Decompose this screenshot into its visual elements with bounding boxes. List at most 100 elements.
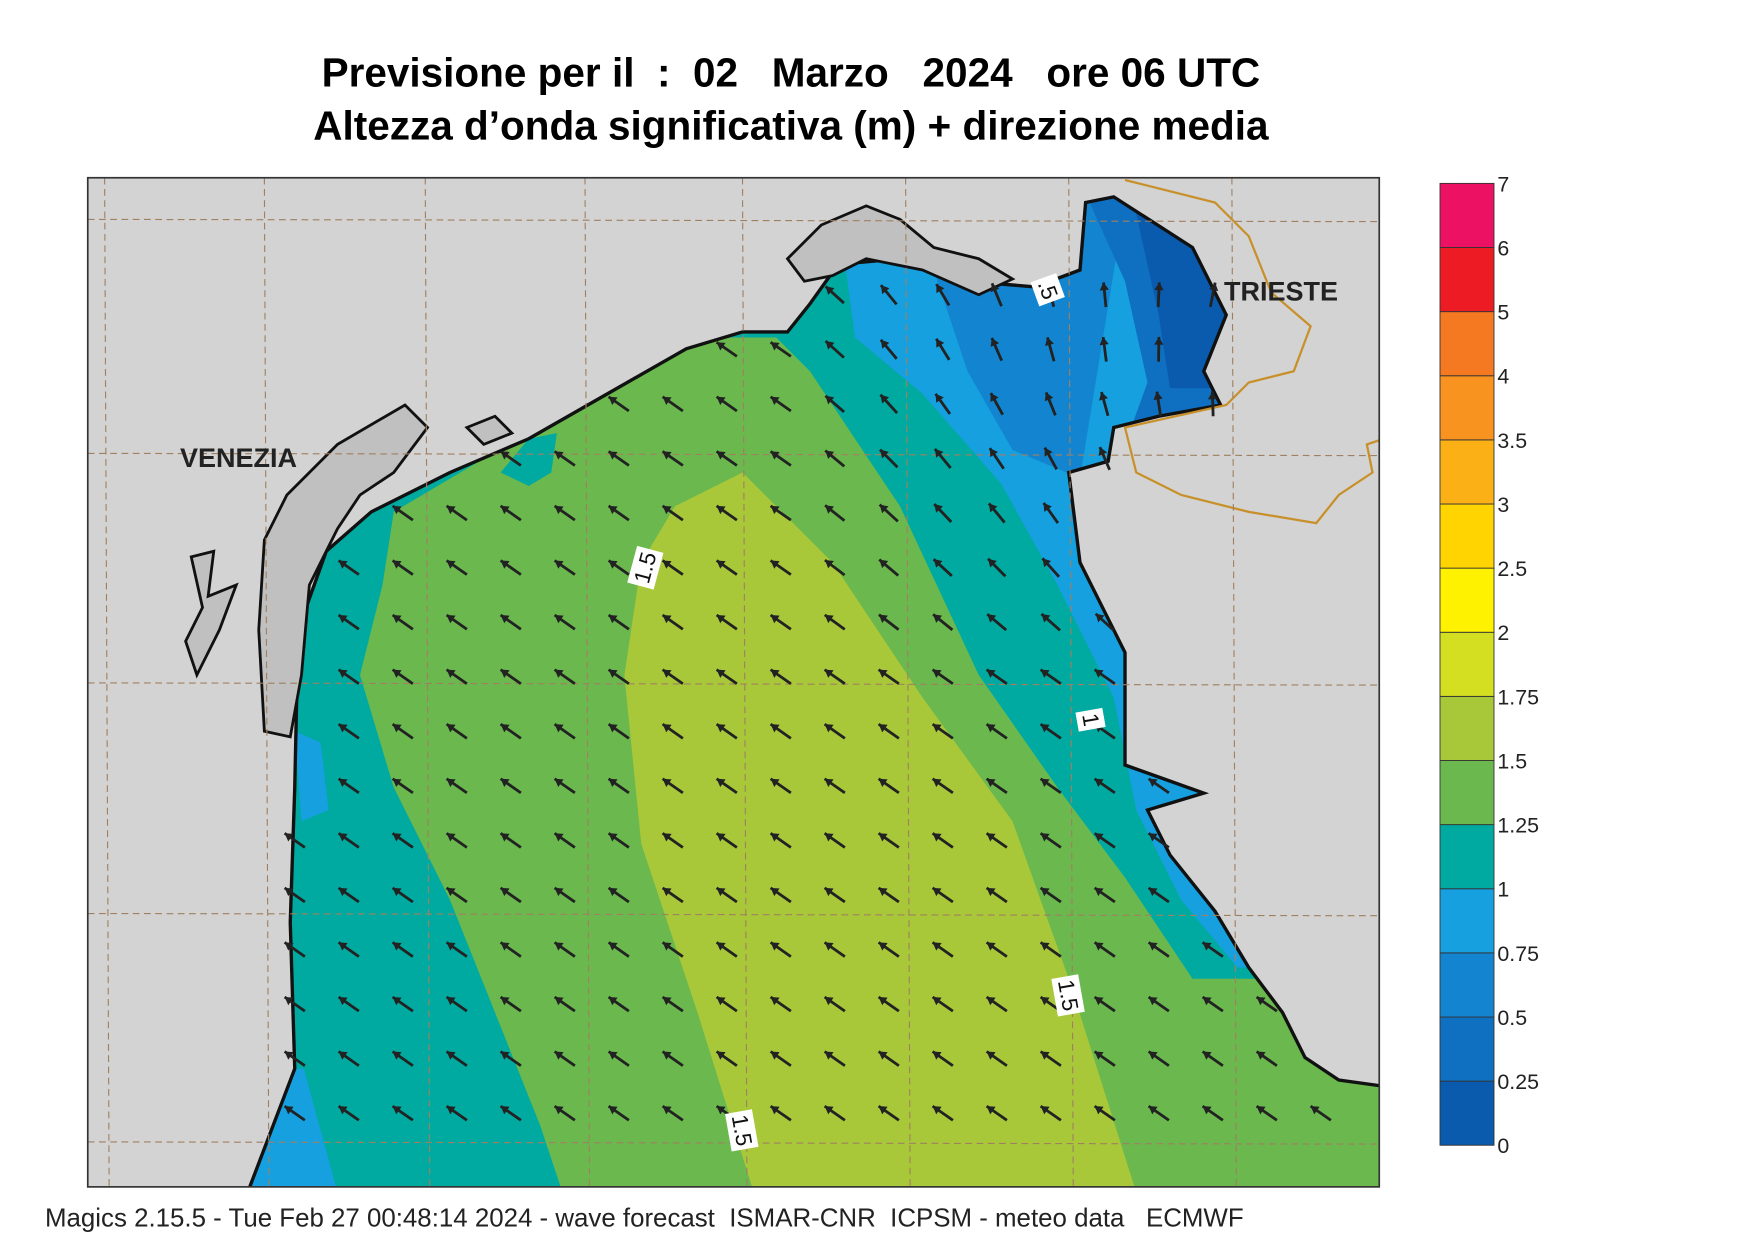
arrow-head [554, 833, 564, 842]
arrow-head [932, 996, 942, 1006]
arrow-head [990, 283, 1000, 293]
arrow-head [554, 451, 564, 460]
arrow-head [716, 615, 726, 624]
arrow-head [608, 833, 618, 842]
arrow-head [608, 778, 618, 787]
contour-label: 1.5 [725, 1109, 759, 1152]
arrow-head [878, 724, 888, 733]
arrow-head [880, 394, 890, 404]
grid-line [87, 682, 1380, 686]
title: Previsione per il : 02 Marzo 2024 ore 06… [322, 50, 1261, 96]
arrow-head [716, 778, 726, 787]
arrow-head [1098, 447, 1108, 456]
arrow-head [770, 1106, 780, 1115]
arrow-head [825, 341, 835, 350]
contour-label-bg [627, 545, 664, 590]
arrow-head [662, 996, 672, 1006]
contour-label-bg [1051, 974, 1085, 1017]
arrow-head [500, 778, 510, 787]
arrow-head [392, 1051, 402, 1060]
arrow-head [338, 942, 348, 951]
arrow-head [880, 339, 890, 349]
arrow-head [716, 342, 726, 351]
arrow-head [1148, 778, 1158, 787]
arrow-head [1040, 942, 1050, 951]
arrow-head [392, 724, 402, 733]
arrow-head [446, 778, 456, 787]
arrow-head [716, 887, 726, 897]
arrow-head [500, 560, 510, 569]
colorbar-label: 0.75 [1497, 942, 1539, 966]
arrow-head [1207, 391, 1218, 400]
sea-band [500, 433, 557, 486]
contour-label: 1.5 [627, 545, 664, 590]
colorbar-bin [1439, 760, 1495, 826]
arrow-head [770, 505, 780, 515]
arrow-head [989, 448, 998, 458]
arrow-head [284, 1106, 294, 1115]
contour-label-bg [1075, 707, 1106, 732]
arrow-head [554, 505, 564, 515]
arrow-head [986, 996, 996, 1006]
arrow-head [392, 887, 402, 897]
arrow-head [878, 778, 888, 787]
colorbar-label: 6 [1497, 236, 1509, 260]
arrow-head [878, 833, 888, 842]
colorbar-bin [1439, 952, 1495, 1018]
arrow-head [825, 395, 835, 405]
contour-label-text: 1.5 [727, 1113, 757, 1148]
arrow-head [986, 724, 996, 733]
colorbar-label: 2.5 [1497, 557, 1527, 581]
arrow-head [716, 1051, 726, 1060]
contour-label: .5 [1030, 273, 1065, 307]
arrow-head [1148, 1106, 1158, 1115]
arrow-head [878, 1106, 888, 1115]
arrow-head [716, 451, 726, 460]
arrow-head [934, 504, 943, 513]
arrow-head [1256, 996, 1266, 1006]
arrow-head [770, 451, 780, 460]
contour-label: 1.5 [1051, 974, 1085, 1017]
arrow-head [392, 505, 402, 515]
arrow-head [824, 724, 834, 733]
arrow-head [446, 942, 456, 951]
arrow-head [554, 615, 564, 624]
arrow-head [500, 1051, 510, 1060]
arrow-head [879, 559, 889, 569]
arrow-head [932, 669, 942, 678]
arrow-head [1040, 778, 1050, 787]
arrow-head [662, 724, 672, 733]
wave-directions [283, 282, 1332, 1122]
arrow-head [662, 669, 672, 678]
arrow-head [1094, 669, 1104, 678]
arrow-head [608, 396, 618, 406]
arrow-head [879, 504, 889, 514]
arrow-head [987, 614, 997, 623]
arrow-head [716, 724, 726, 733]
arrow-head [392, 1106, 402, 1115]
map-frame [86, 176, 1381, 1188]
arrow-head [608, 505, 618, 515]
arrow-head [824, 669, 834, 678]
arrow-head [338, 1051, 348, 1060]
arrow-head [824, 1051, 834, 1060]
arrow-head [446, 669, 456, 678]
arrow-head [608, 887, 618, 897]
arrow-head [1148, 942, 1158, 951]
colorbar-label: 7 [1497, 172, 1509, 196]
arrow-head [878, 996, 888, 1006]
arrow-head [392, 942, 402, 951]
arrow-head [392, 560, 402, 569]
arrow-head [446, 996, 456, 1006]
arrow-head [1095, 613, 1105, 623]
arrow-head [1154, 336, 1164, 345]
grid-line [87, 452, 1380, 457]
arrow-head [554, 560, 564, 569]
arrow-head [770, 942, 780, 951]
arrow-head [338, 615, 348, 624]
arrow-head [986, 1106, 996, 1115]
arrow-head [662, 505, 672, 515]
arrow-head [338, 887, 348, 897]
arrow-head [500, 833, 510, 842]
